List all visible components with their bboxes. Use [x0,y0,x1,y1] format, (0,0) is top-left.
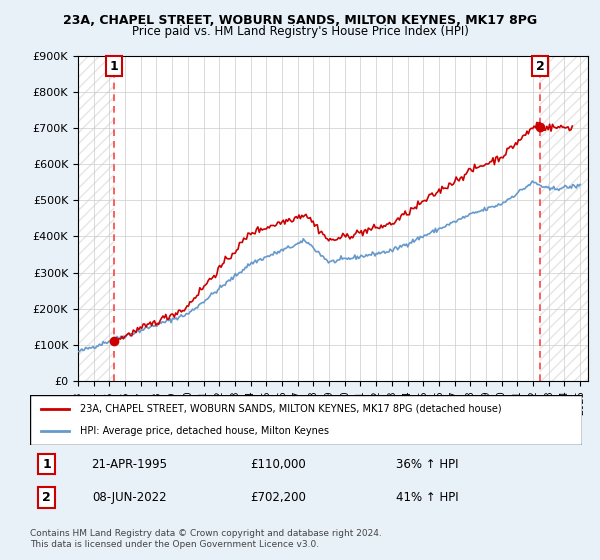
Text: £110,000: £110,000 [251,458,306,470]
Bar [78,56,114,381]
Text: 2: 2 [536,59,544,73]
Text: 23A, CHAPEL STREET, WOBURN SANDS, MILTON KEYNES, MK17 8PG (detached house): 23A, CHAPEL STREET, WOBURN SANDS, MILTON… [80,404,502,414]
Text: 36% ↑ HPI: 36% ↑ HPI [396,458,458,470]
Text: HPI: Average price, detached house, Milton Keynes: HPI: Average price, detached house, Milt… [80,426,329,436]
Text: 2: 2 [42,491,51,504]
Text: Contains HM Land Registry data © Crown copyright and database right 2024.
This d: Contains HM Land Registry data © Crown c… [30,529,382,549]
Text: 23A, CHAPEL STREET, WOBURN SANDS, MILTON KEYNES, MK17 8PG: 23A, CHAPEL STREET, WOBURN SANDS, MILTON… [63,14,537,27]
Text: £702,200: £702,200 [250,491,307,504]
Bar [540,56,588,381]
Text: 1: 1 [42,458,51,470]
Text: 08-JUN-2022: 08-JUN-2022 [92,491,167,504]
Text: Price paid vs. HM Land Registry's House Price Index (HPI): Price paid vs. HM Land Registry's House … [131,25,469,38]
FancyBboxPatch shape [30,395,582,445]
Text: 21-APR-1995: 21-APR-1995 [91,458,167,470]
Text: 41% ↑ HPI: 41% ↑ HPI [396,491,459,504]
Text: 1: 1 [110,59,119,73]
